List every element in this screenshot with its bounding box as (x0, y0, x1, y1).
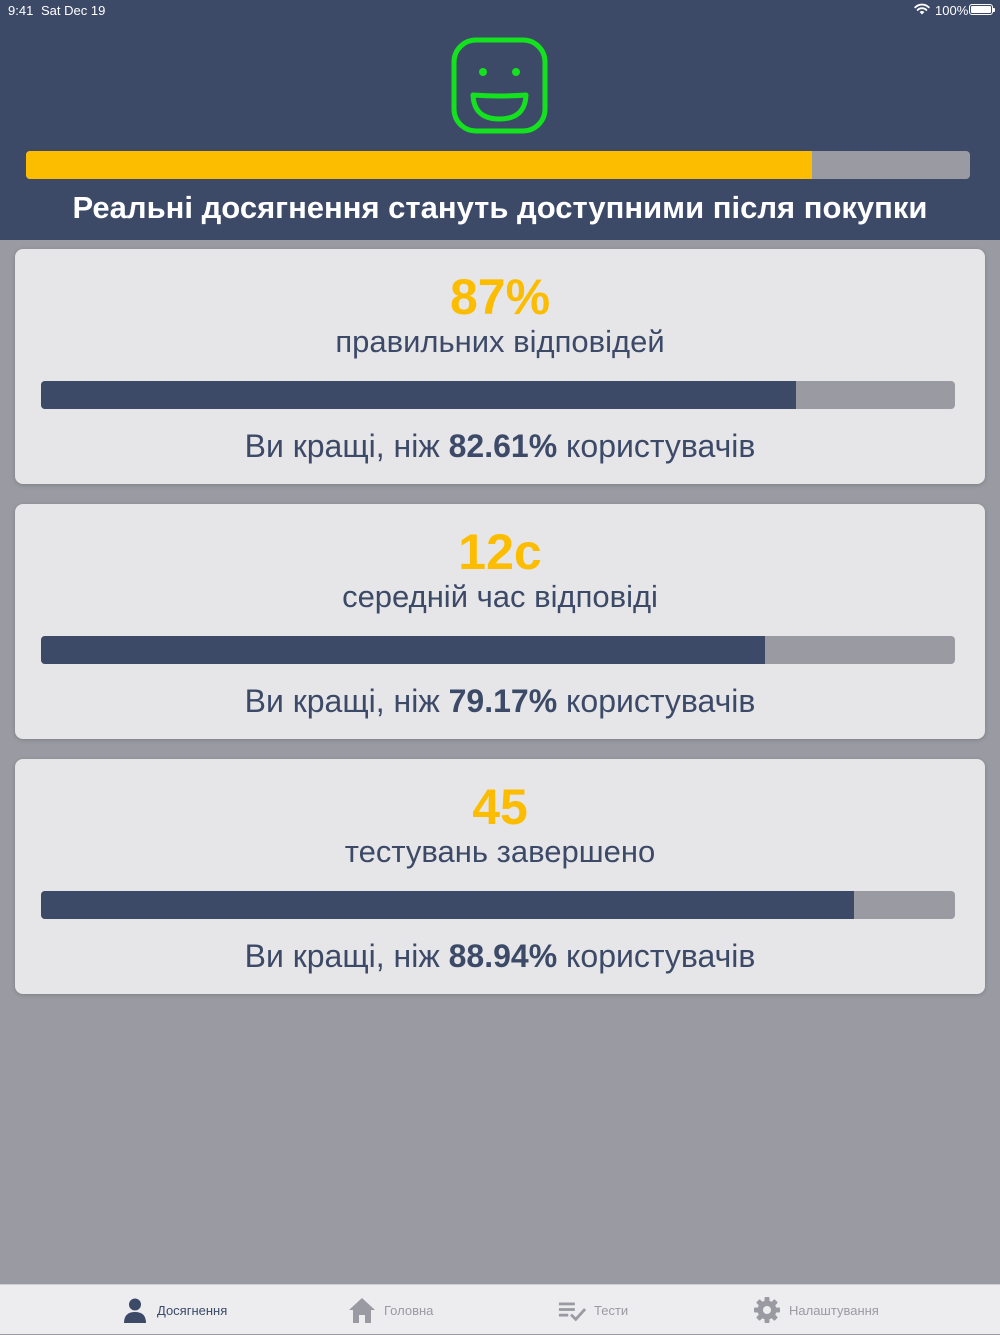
stat-progress-fill (41, 636, 765, 664)
header-progress-bar (26, 151, 970, 179)
tab-home[interactable]: Головна (348, 1285, 433, 1335)
stat-progress-fill (41, 891, 854, 919)
tab-label: Тести (594, 1302, 629, 1318)
comparison-prefix: Ви кращі, ніж (244, 683, 440, 719)
stat-progress-bar (41, 381, 955, 409)
tab-achievements[interactable]: Досягнення (121, 1285, 227, 1335)
tab-tests[interactable]: Тести (558, 1285, 628, 1335)
stat-value: 12с (458, 524, 542, 580)
tab-label: Досягнення (157, 1302, 228, 1318)
battery-percent: 100% (935, 3, 969, 18)
comparison-prefix: Ви кращі, ніж (244, 938, 440, 974)
stat-progress-fill (41, 381, 797, 409)
stat-progress-bar (41, 891, 955, 919)
stat-label: тестувань завершено (344, 834, 656, 869)
stat-comparison: Ви кращі, ніж 88.94% користувачів (15, 937, 985, 975)
smiley-face-icon (451, 37, 548, 134)
checklist-icon (558, 1302, 586, 1322)
status-time: 9:41 (8, 3, 34, 18)
tab-label: Головна (384, 1302, 434, 1318)
comparison-value: 88.94% (448, 938, 558, 974)
stat-comparison: Ви кращі, ніж 82.61% користувачів (15, 427, 985, 465)
tab-bar: Досягнення Головна Тести Налаштування (0, 1284, 1000, 1334)
home-icon (349, 1298, 375, 1323)
stat-label: правильних відповідей (335, 324, 665, 359)
battery-icon (969, 4, 995, 15)
header-title: Реальні досягнення стануть доступними пі… (72, 190, 928, 225)
stat-card-tests-completed: 45 тестувань завершено Ви кращі, ніж 88.… (15, 759, 985, 994)
gear-icon (754, 1297, 780, 1323)
stat-progress-bar (41, 636, 955, 664)
comparison-suffix: користувачів (566, 683, 756, 719)
header-progress-fill (26, 151, 813, 179)
wifi-icon (914, 3, 930, 15)
stat-comparison: Ви кращі, ніж 79.17% користувачів (15, 682, 985, 720)
stat-card-average-time: 12с середній час відповіді Ви кращі, ніж… (15, 504, 985, 739)
header: 9:41 Sat Dec 19 100% Реальні досягнення … (0, 0, 1000, 240)
stat-label: середній час відповіді (342, 579, 658, 614)
comparison-suffix: користувачів (566, 428, 756, 464)
status-bar: 9:41 Sat Dec 19 100% (0, 0, 1000, 20)
tab-settings[interactable]: Налаштування (753, 1285, 879, 1335)
person-icon (124, 1298, 146, 1323)
comparison-suffix: користувачів (566, 938, 756, 974)
comparison-value: 79.17% (448, 683, 558, 719)
comparison-value: 82.61% (448, 428, 558, 464)
tab-label: Налаштування (789, 1302, 879, 1318)
stat-value: 45 (472, 779, 528, 835)
stat-value: 87% (449, 269, 551, 325)
comparison-prefix: Ви кращі, ніж (244, 428, 440, 464)
stat-card-correct-answers: 87% правильних відповідей Ви кращі, ніж … (15, 249, 985, 484)
status-date: Sat Dec 19 (41, 3, 106, 18)
